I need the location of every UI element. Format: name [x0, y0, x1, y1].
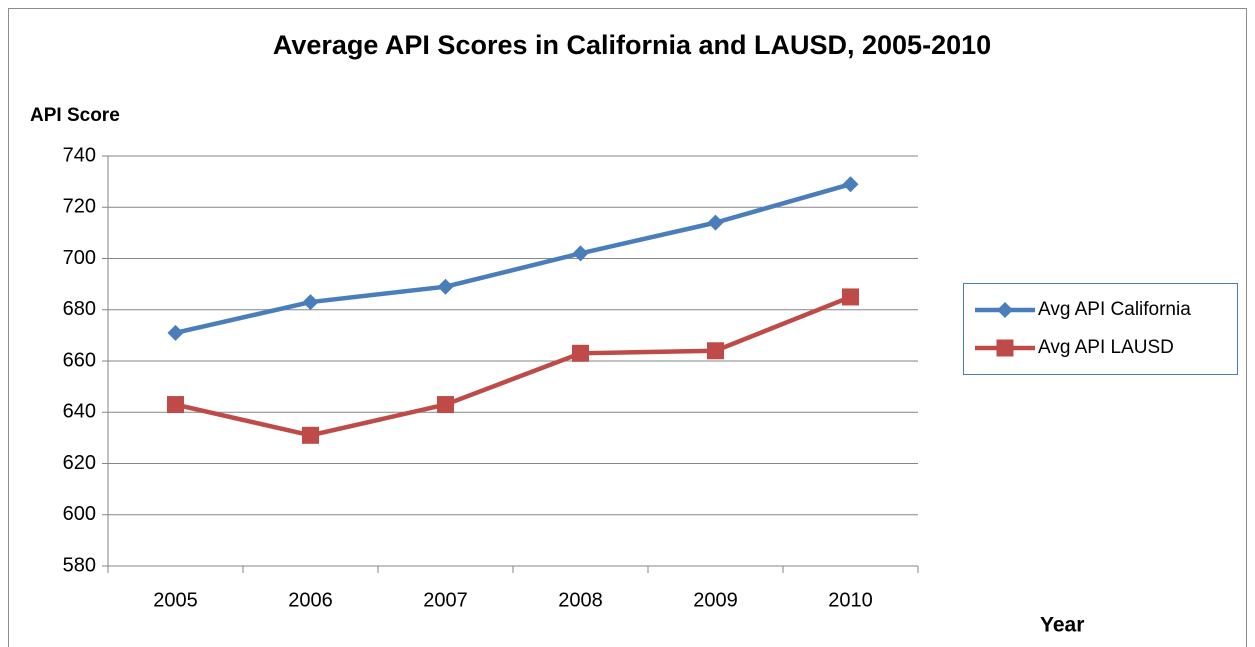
- legend-marker: [997, 302, 1013, 318]
- series-line: [175, 182, 852, 336]
- x-tick-label: 2007: [423, 589, 468, 611]
- data-point: [707, 214, 724, 231]
- y-tick-label: 740: [63, 144, 96, 166]
- legend-marker: [996, 339, 1014, 357]
- data-point: [842, 288, 859, 306]
- legend-box: [963, 283, 1238, 375]
- data-point: [167, 396, 184, 414]
- data-point: [302, 426, 319, 444]
- y-tick-label: 600: [63, 503, 96, 525]
- x-tick-label: 2008: [558, 589, 603, 611]
- data-point: [437, 396, 454, 414]
- y-tick-label: 620: [63, 452, 96, 474]
- chart-title: Average API Scores in California and LAU…: [273, 30, 991, 60]
- x-tick-label: 2005: [153, 589, 198, 611]
- y-axis-label: API Score: [30, 105, 120, 126]
- x-tick-label: 2006: [288, 589, 333, 611]
- data-point: [707, 342, 724, 360]
- y-tick-label: 700: [63, 247, 96, 269]
- legend-label: Avg API California: [1038, 299, 1191, 320]
- x-tick-label: 2010: [828, 589, 873, 611]
- x-tick-label: 2009: [693, 589, 738, 611]
- x-axis-label: Year: [1040, 614, 1084, 637]
- data-point: [302, 294, 319, 311]
- data-point: [167, 324, 184, 341]
- data-point: [437, 278, 454, 295]
- data-point: [842, 176, 859, 193]
- y-tick-label: 680: [63, 298, 96, 320]
- y-tick-label: 640: [63, 401, 96, 423]
- data-point: [572, 245, 589, 262]
- series-line: [175, 294, 852, 438]
- legend-label: Avg API LAUSD: [1038, 337, 1174, 358]
- y-tick-label: 660: [63, 349, 96, 371]
- y-tick-label: 580: [63, 554, 96, 576]
- y-tick-label: 720: [63, 196, 96, 218]
- data-point: [572, 344, 589, 362]
